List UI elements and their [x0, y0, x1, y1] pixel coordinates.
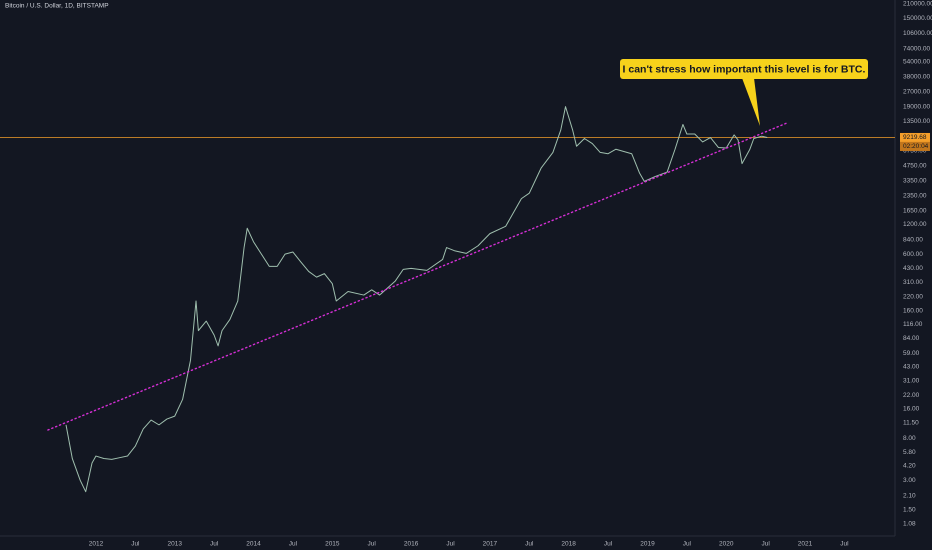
y-tick-label: 600.00 — [903, 251, 923, 258]
y-tick-label: 3350.00 — [903, 177, 927, 184]
y-tick-label: 430.00 — [903, 265, 923, 272]
y-tick-label: 16.00 — [903, 406, 920, 413]
y-tick-label: 1.50 — [903, 507, 916, 514]
x-tick-label: Jul — [368, 541, 377, 548]
y-tick-label: 31.00 — [903, 377, 920, 384]
y-tick-label: 2350.00 — [903, 193, 927, 200]
x-tick-label: 2017 — [483, 541, 498, 548]
x-tick-label: 2018 — [561, 541, 576, 548]
y-tick-label: 106000.00 — [903, 30, 932, 37]
countdown-box — [900, 141, 930, 151]
price-series — [65, 106, 768, 493]
x-tick-label: Jul — [525, 541, 534, 548]
callout-pointer — [742, 78, 760, 126]
x-tick-label: 2015 — [325, 541, 340, 548]
countdown: 02:20:04 — [903, 143, 929, 150]
x-tick-label: 2021 — [798, 541, 813, 548]
callout-text: I can't stress how important this level … — [623, 63, 866, 75]
price-label-box — [900, 132, 930, 142]
y-tick-label: 27000.00 — [903, 88, 930, 95]
y-tick-label: 59.00 — [903, 350, 920, 357]
y-tick-label: 84.00 — [903, 335, 920, 342]
y-tick-label: 22.00 — [903, 392, 920, 399]
y-tick-label: 38000.00 — [903, 74, 930, 81]
x-tick-label: Jul — [604, 541, 613, 548]
y-tick-label: 210000.00 — [903, 1, 932, 8]
y-tick-label: 310.00 — [903, 279, 923, 286]
price-label: 9219.68 — [903, 134, 927, 141]
y-tick-label: 220.00 — [903, 294, 923, 301]
x-tick-label: Jul — [446, 541, 455, 548]
y-tick-label: 19000.00 — [903, 103, 930, 110]
y-tick-label: 11.50 — [903, 420, 919, 427]
y-tick-label: 4750.00 — [903, 163, 927, 170]
x-tick-label: Jul — [840, 541, 849, 548]
x-tick-label: Jul — [210, 541, 219, 548]
y-tick-label: 2.10 — [903, 492, 916, 499]
y-tick-label: 5.80 — [903, 449, 916, 456]
x-tick-label: 2012 — [89, 541, 104, 548]
y-tick-label: 1650.00 — [903, 208, 927, 215]
callout: I can't stress how important this level … — [620, 59, 868, 126]
y-tick-label: 116.00 — [903, 321, 923, 328]
y-tick-label: 8.00 — [903, 435, 916, 442]
x-tick-label: Jul — [131, 541, 140, 548]
y-tick-label: 3.00 — [903, 477, 916, 484]
y-tick-label: 1.08 — [903, 521, 916, 528]
x-tick-label: 2019 — [640, 541, 655, 548]
y-tick-label: 54000.00 — [903, 59, 930, 66]
chart-title: Bitcoin / U.S. Dollar, 1D, BITSTAMP — [5, 3, 109, 10]
x-tick-label: 2020 — [719, 541, 734, 548]
y-tick-label: 1200.00 — [903, 221, 927, 228]
y-tick-label: 4.20 — [903, 463, 916, 470]
x-tick-label: 2013 — [168, 541, 183, 548]
callout-box — [620, 59, 868, 79]
y-tick-label: 160.00 — [903, 307, 923, 314]
x-tick-label: Jul — [683, 541, 692, 548]
trendline — [47, 122, 788, 431]
y-tick-label: 150000.00 — [903, 15, 932, 22]
y-tick-label: 6750.00 — [903, 148, 927, 155]
x-tick-label: Jul — [761, 541, 770, 548]
y-tick-label: 840.00 — [903, 236, 923, 243]
y-tick-label: 74000.00 — [903, 45, 930, 52]
x-tick-label: Jul — [289, 541, 298, 548]
y-tick-label: 43.00 — [903, 363, 920, 370]
x-tick-label: 2014 — [246, 541, 261, 548]
x-tick-label: 2016 — [404, 541, 419, 548]
y-tick-label: 13500.00 — [903, 118, 930, 125]
